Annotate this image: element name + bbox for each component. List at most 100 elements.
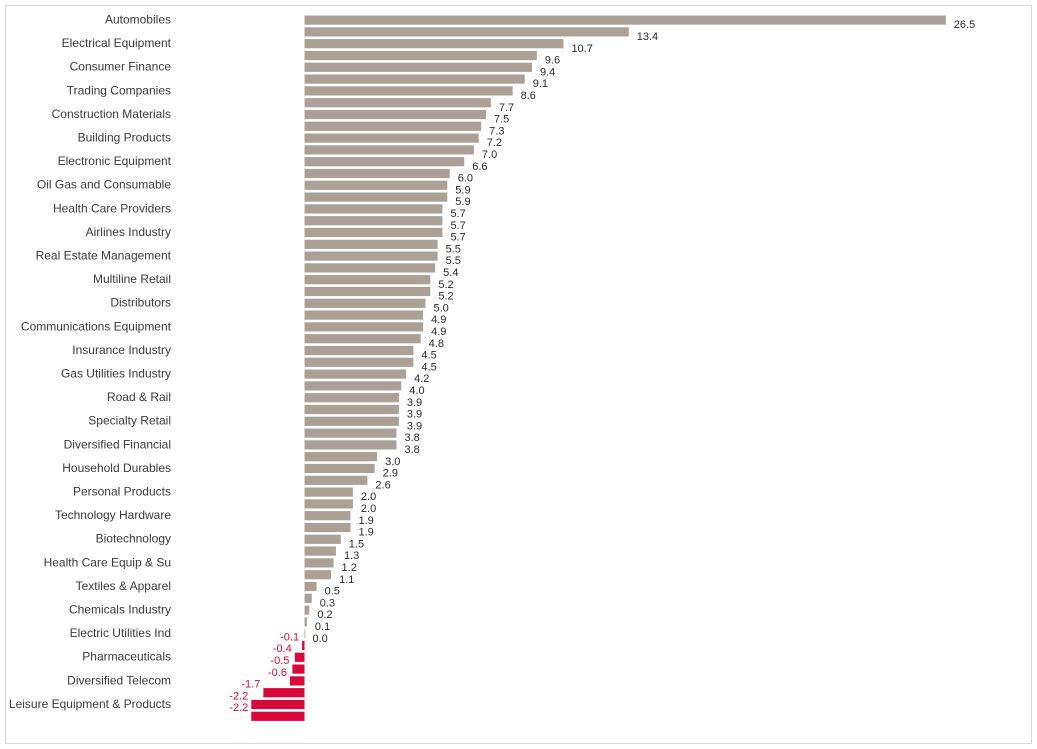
bar <box>304 286 431 297</box>
chart-frame <box>5 5 1032 744</box>
category-label: Chemicals Industry <box>69 603 171 617</box>
category-labels: Automobiles Electrical Equipment Consumer … <box>9 13 172 711</box>
bar <box>304 192 448 202</box>
value-label: 2.0 <box>361 491 376 503</box>
value-label: 0.0 <box>313 633 328 645</box>
category-label: Real Estate Management <box>36 249 172 263</box>
value-label: -0.5 <box>270 655 289 667</box>
value-label: 6.6 <box>472 161 487 173</box>
value-label: -2.2 <box>229 702 248 714</box>
value-label: 9.1 <box>533 78 548 90</box>
value-label: 0.1 <box>315 621 330 633</box>
value-label: 7.3 <box>489 125 504 137</box>
bar <box>304 157 465 167</box>
value-label: 3.9 <box>407 397 422 409</box>
value-label: 5.7 <box>450 220 465 232</box>
bar <box>251 699 305 710</box>
bar <box>304 50 537 61</box>
bar <box>304 27 629 37</box>
value-label: 5.2 <box>438 291 453 303</box>
value-label: 4.0 <box>409 385 424 397</box>
value-label: -0.1 <box>280 631 299 643</box>
value-label: 13.4 <box>637 31 658 43</box>
category-label: Insurance Industry <box>72 343 171 357</box>
bar <box>304 239 438 249</box>
value-label: 3.0 <box>385 456 400 468</box>
value-label: 1.5 <box>349 538 364 550</box>
value-label: 5.9 <box>455 196 470 208</box>
category-label: Electric Utilities Ind <box>70 626 171 640</box>
bar <box>304 393 399 403</box>
bar <box>304 499 353 509</box>
bar <box>304 440 397 450</box>
value-label: 10.7 <box>571 43 592 55</box>
bar <box>304 133 479 143</box>
value-label: 5.2 <box>438 279 453 291</box>
bar <box>304 546 336 556</box>
bar <box>304 605 310 615</box>
bar <box>302 640 305 651</box>
category-label: Biotechnology <box>96 532 171 546</box>
category-label: Automobiles <box>105 13 171 27</box>
category-label: Electronic Equipment <box>58 154 172 168</box>
value-label: 1.2 <box>342 562 357 574</box>
bar <box>304 475 368 485</box>
value-label: 8.6 <box>521 90 536 102</box>
bar <box>304 381 402 391</box>
bar <box>304 416 399 426</box>
bar <box>304 145 474 155</box>
value-label: -2.2 <box>229 690 248 702</box>
value-label: 4.8 <box>429 338 444 350</box>
category-label: Building Products <box>78 131 171 145</box>
value-label: -0.6 <box>268 667 287 679</box>
bar <box>304 74 525 84</box>
category-label: Pharmaceuticals <box>82 650 171 664</box>
value-label: 3.8 <box>404 432 419 444</box>
bar <box>304 86 513 96</box>
value-label: 2.6 <box>375 479 390 491</box>
bar <box>304 570 332 580</box>
category-label: Household Durables <box>62 461 171 475</box>
value-label: 5.7 <box>450 208 465 220</box>
bar <box>304 522 351 533</box>
category-label: Consumer Finance <box>70 60 172 74</box>
bar <box>304 593 312 603</box>
category-label: Trading Companies <box>67 83 171 97</box>
bar <box>304 404 399 415</box>
bar <box>304 227 443 238</box>
bar <box>304 345 414 356</box>
bar <box>304 15 946 25</box>
value-label: 7.0 <box>482 149 497 161</box>
bar <box>292 664 305 674</box>
bar <box>263 688 305 698</box>
value-label: 3.9 <box>407 409 422 421</box>
category-label: Technology Hardware <box>55 508 171 522</box>
value-label: -0.4 <box>273 643 292 655</box>
value-label: 0.3 <box>320 597 335 609</box>
bar <box>304 62 532 72</box>
bar <box>304 98 491 108</box>
bar <box>304 428 397 438</box>
bar <box>304 452 378 462</box>
value-label: 5.5 <box>446 255 461 267</box>
bar <box>304 558 334 568</box>
bar <box>304 334 421 344</box>
bar <box>304 534 341 544</box>
value-label: 1.1 <box>339 574 354 586</box>
value-label: 5.7 <box>450 232 465 244</box>
value-label: 5.5 <box>446 243 461 255</box>
bar <box>289 676 305 686</box>
category-label: Gas Utilities Industry <box>61 367 171 381</box>
bar <box>304 275 431 285</box>
category-label: Oil Gas and Consumable <box>37 178 171 192</box>
category-label: Airlines Industry <box>86 225 171 239</box>
value-label: 1.9 <box>358 515 373 527</box>
value-label: 4.5 <box>421 350 436 362</box>
category-label: Diversified Financial <box>64 437 171 451</box>
bar <box>294 652 305 662</box>
category-label: Textiles & Apparel <box>76 579 171 593</box>
bars <box>251 15 946 721</box>
bar <box>304 581 317 592</box>
value-label: 5.0 <box>434 302 449 314</box>
